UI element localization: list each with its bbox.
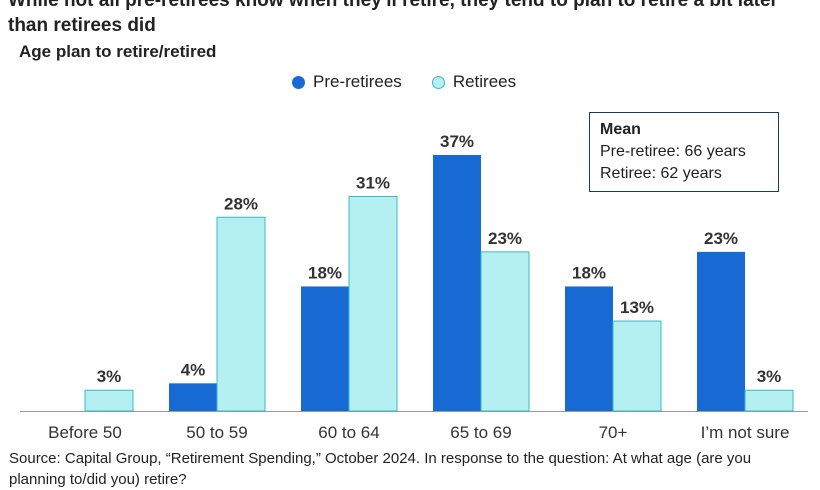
data-label: 28%: [224, 194, 258, 213]
chart-subtitle: Age plan to retire/retired: [19, 42, 217, 61]
bar-retirees: [216, 216, 266, 412]
source-note: Source: Capital Group, “Retirement Spend…: [9, 450, 752, 488]
x-tick-label: Before 50: [48, 423, 122, 442]
bar-pre-retirees: [433, 155, 481, 411]
data-label: 23%: [704, 229, 738, 248]
data-label: 13%: [620, 298, 654, 317]
bar-pre-retirees: [169, 383, 217, 411]
bar-retirees: [84, 389, 134, 412]
data-label: 31%: [356, 174, 390, 193]
bar-retirees: [480, 251, 530, 412]
data-label: 18%: [308, 263, 342, 282]
x-tick-label: 50 to 59: [186, 423, 247, 442]
x-tick-label: 60 to 64: [318, 423, 379, 442]
bar-retirees: [612, 320, 662, 412]
legend-item-pre-retirees: Pre-retirees: [292, 72, 402, 92]
bar-retirees: [744, 389, 794, 412]
x-tick-label: 70+: [599, 423, 628, 442]
mean-line: Pre-retiree: 66 years: [600, 143, 746, 160]
x-tick-label: 65 to 69: [450, 423, 511, 442]
data-label: 3%: [97, 367, 122, 386]
data-label: 4%: [181, 360, 206, 379]
bar-retirees: [348, 196, 398, 412]
bar-pre-retirees: [565, 286, 613, 411]
chart-title: While not all pre-retirees know when the…: [8, 0, 778, 36]
bar-pre-retirees: [697, 251, 745, 411]
legend-item-retirees: Retirees: [431, 72, 517, 92]
legend-swatch-retirees: [431, 75, 445, 89]
bar-pre-retirees: [301, 286, 349, 411]
bar-chart: 3% Before 50 4% 28% 50 to 59 18% 31% 60 to 64 37…: [20, 132, 808, 442]
mean-line: Retiree: 62 years: [600, 165, 722, 182]
data-label: 3%: [757, 367, 782, 386]
legend-swatch-pre-retirees: [292, 75, 305, 89]
data-label: 18%: [572, 263, 606, 282]
data-label: 23%: [488, 229, 522, 248]
mean-heading: Mean: [600, 121, 641, 138]
legend-label: Retirees: [452, 72, 517, 91]
mean-annotation: Mean Pre-retiree: 66 years Retiree: 62 y…: [589, 112, 779, 192]
legend-label: Pre-retirees: [313, 72, 402, 91]
legend: Pre-retirees Retirees: [292, 72, 516, 92]
x-tick-label: I’m not sure: [701, 423, 790, 442]
data-label: 37%: [440, 132, 474, 151]
